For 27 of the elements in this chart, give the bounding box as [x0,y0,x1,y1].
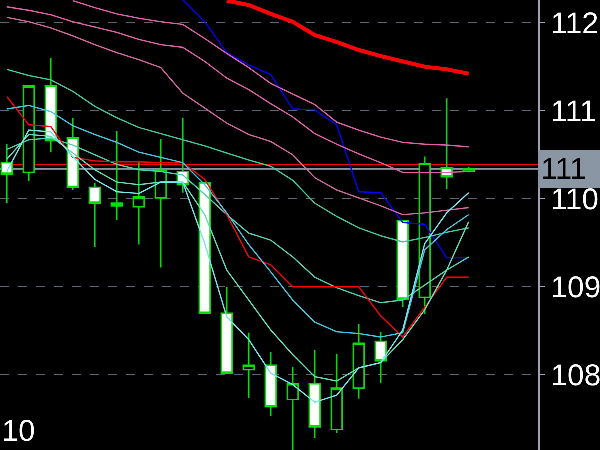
y-tick-label: 111 [551,95,597,128]
candlestick [374,331,388,384]
y-tick-label: 112 [551,7,599,40]
candlestick [88,182,102,248]
candlestick [220,286,234,374]
candlestick [154,138,168,268]
candlestick [242,332,256,399]
candlestick [396,220,410,308]
candlestick [264,352,278,418]
y-tick-label: 110 [551,184,599,217]
line-series [6,68,470,243]
line-series [182,0,470,259]
line-series [72,0,470,148]
candlestick [308,350,322,440]
line-series [224,0,471,76]
candlestick [352,323,366,400]
candlestick [330,353,344,434]
line-series [6,16,470,216]
y-tick-label: 108 [551,360,600,393]
candlestick [440,98,454,190]
y-tick-label: 109 [551,272,600,305]
candlestick [0,144,14,204]
line-series [6,138,470,304]
line-series [6,6,470,174]
annotation: 10 [2,415,36,448]
candlestick [110,130,124,221]
candlestick [132,161,146,246]
